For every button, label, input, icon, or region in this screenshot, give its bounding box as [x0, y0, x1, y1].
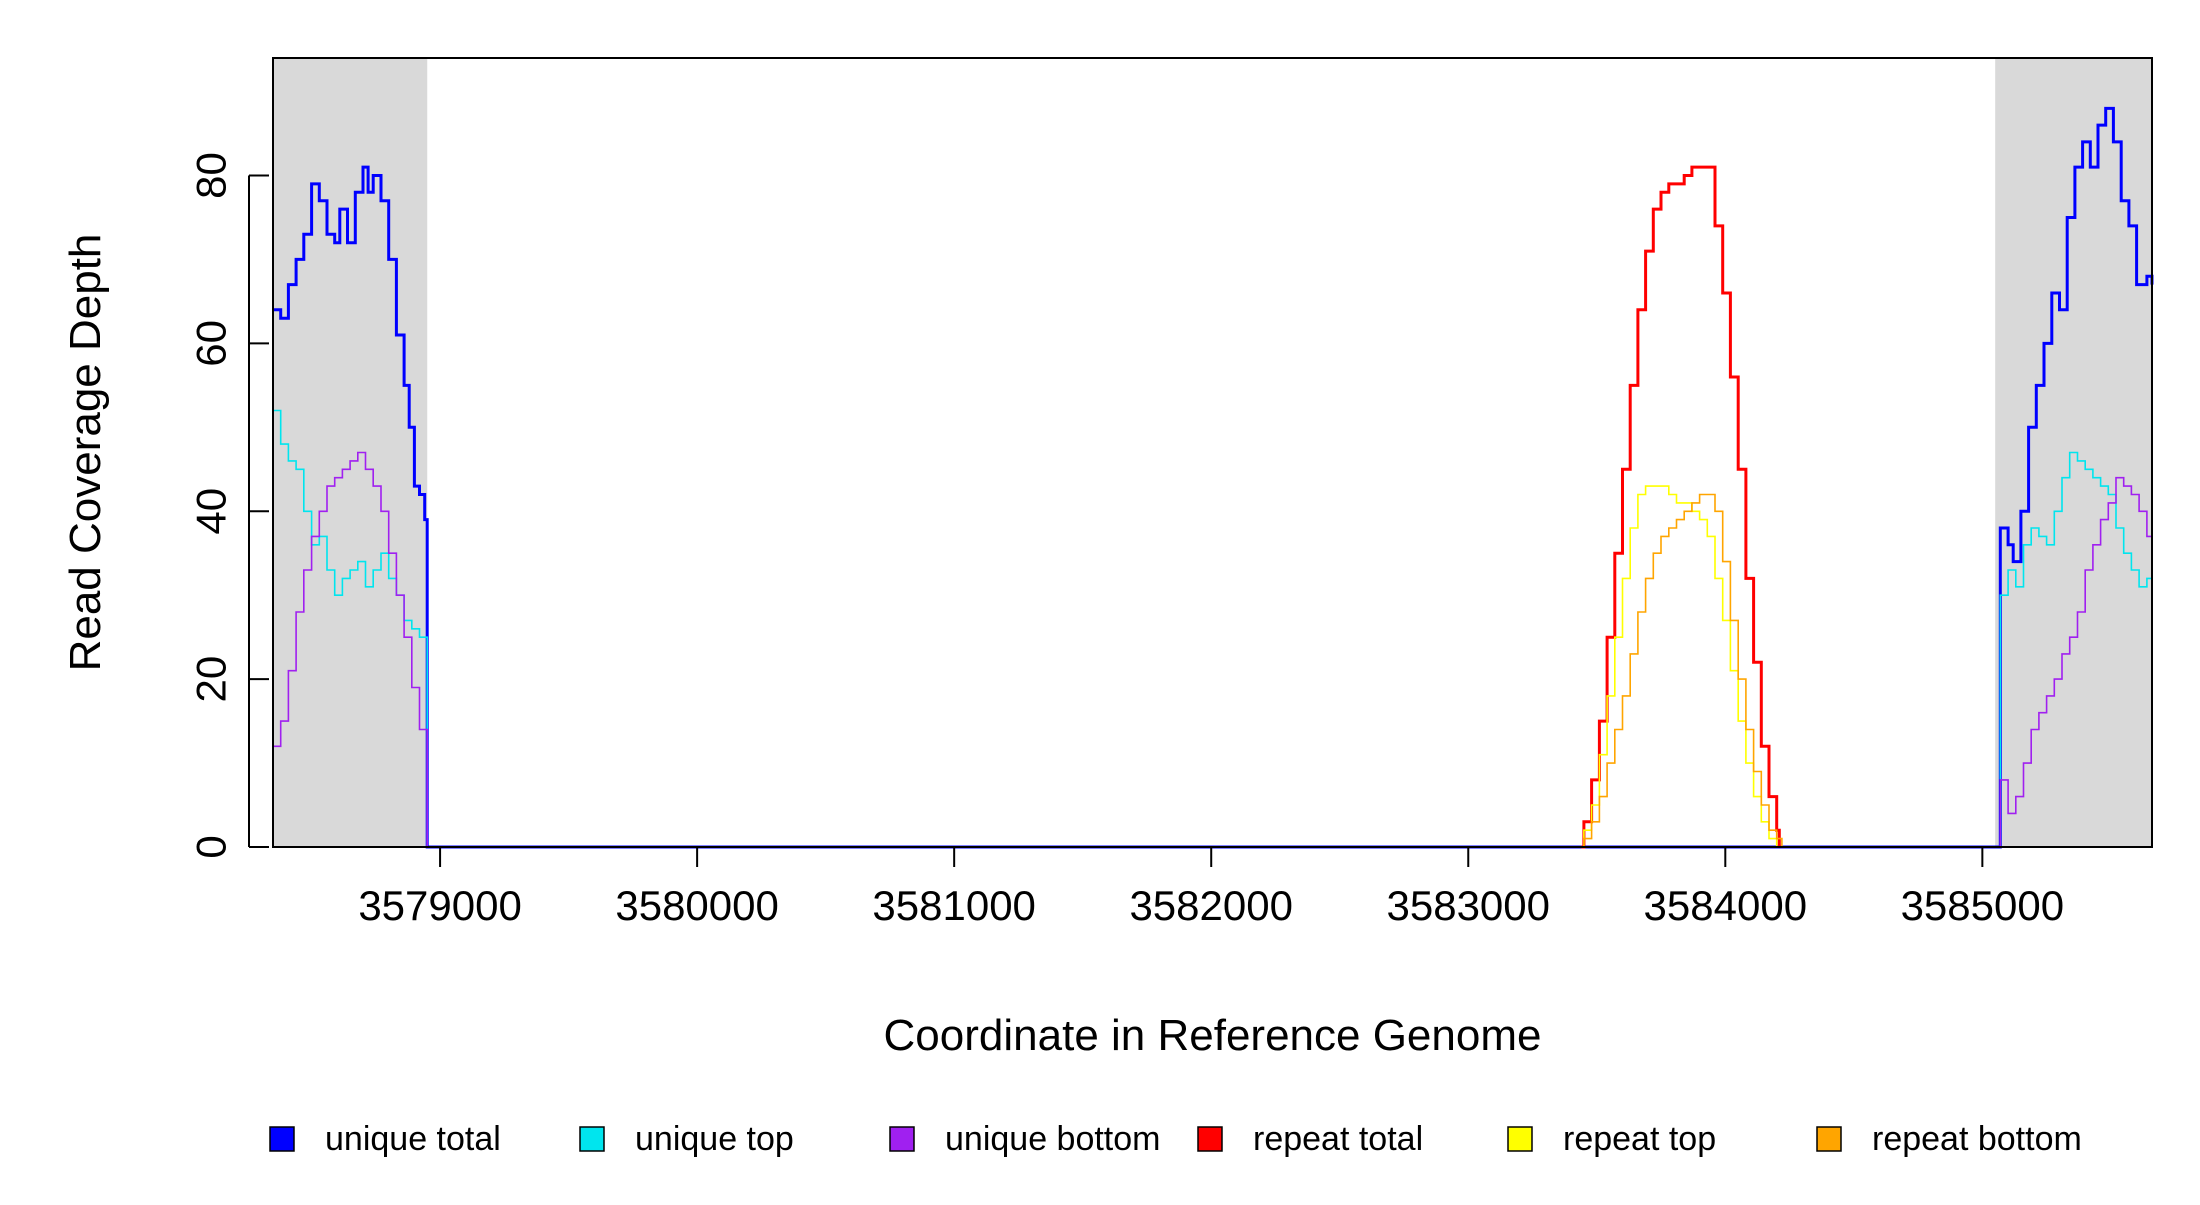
legend-swatch — [269, 1126, 295, 1152]
series-repeat-bottom — [273, 493, 2152, 848]
series-lines — [273, 106, 2154, 849]
y-tick-label: 80 — [188, 152, 235, 199]
series-repeat-total — [1581, 165, 1781, 849]
series-unique-bottom — [273, 451, 2153, 848]
series-unique-total — [273, 106, 2154, 849]
legend-item: repeat bottom — [1816, 1120, 2082, 1158]
legend-swatch — [889, 1126, 915, 1152]
legend: unique total unique top unique bottom repea… — [269, 1120, 2082, 1158]
legend-swatch — [1507, 1126, 1533, 1152]
x-tick-label: 3582000 — [1129, 882, 1293, 929]
legend-label: unique bottom — [945, 1120, 1161, 1158]
y-axis: 0 20 40 60 80 — [188, 152, 269, 859]
legend-label: repeat bottom — [1872, 1120, 2082, 1158]
y-axis-label: Read Coverage Depth — [61, 234, 110, 672]
x-tick-label: 3581000 — [872, 882, 1036, 929]
legend-label: unique total — [325, 1120, 501, 1158]
x-tick-label: 3580000 — [615, 882, 779, 929]
y-tick-label: 0 — [188, 835, 235, 858]
legend-label: repeat total — [1253, 1120, 1423, 1158]
x-tick-label: 3579000 — [358, 882, 522, 929]
x-tick-label: 3585000 — [1901, 882, 2065, 929]
legend-swatch — [579, 1126, 605, 1152]
legend-item: repeat total — [1197, 1120, 1423, 1158]
x-axis-label: Coordinate in Reference Genome — [884, 1011, 1542, 1060]
shaded-region-0 — [273, 58, 428, 847]
x-tick-label: 3583000 — [1387, 882, 1551, 929]
x-axis: 3579000 3580000 3581000 3582000 3583000 35840… — [358, 847, 2064, 929]
shaded-regions — [273, 58, 2152, 847]
legend-label: repeat top — [1563, 1120, 1716, 1158]
x-tick-label: 3584000 — [1644, 882, 1808, 929]
series-unique-top — [273, 409, 2152, 848]
y-tick-label: 20 — [188, 656, 235, 703]
legend-swatch — [1197, 1126, 1223, 1152]
series-repeat-top — [1581, 485, 1778, 848]
plot-frame — [272, 57, 2153, 848]
legend-item: unique total — [269, 1120, 501, 1158]
y-tick-label: 60 — [188, 320, 235, 367]
legend-label: unique top — [635, 1120, 794, 1158]
legend-swatch — [1816, 1126, 1842, 1152]
legend-item: unique top — [579, 1120, 794, 1158]
legend-item: repeat top — [1507, 1120, 1716, 1158]
legend-item: unique bottom — [889, 1120, 1161, 1158]
y-tick-label: 40 — [188, 488, 235, 535]
